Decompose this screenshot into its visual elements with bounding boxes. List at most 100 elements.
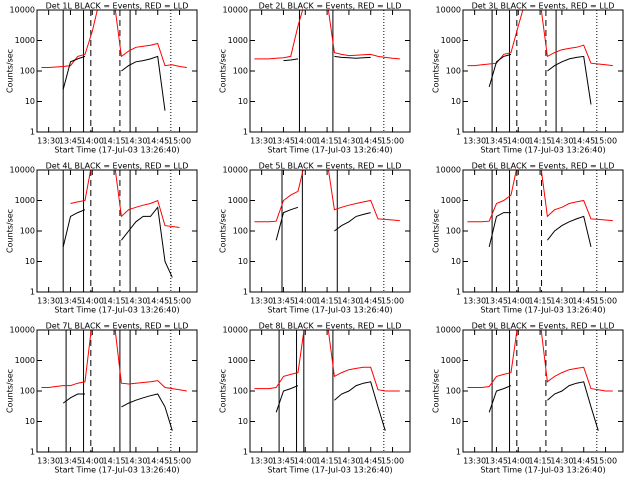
- y-tick-label: 10000: [436, 326, 461, 335]
- x-tick-label: 14:15: [103, 297, 126, 306]
- x-tick-label: 13:45: [272, 457, 295, 466]
- y-tick-label: 1: [456, 448, 461, 457]
- x-tick-label: 14:30: [124, 137, 147, 146]
- y-tick-label: 1: [30, 128, 35, 137]
- x-tick-label: 14:00: [507, 297, 530, 306]
- plot-frame: [249, 9, 411, 133]
- x-tick-label: 14:30: [550, 297, 573, 306]
- x-axis-label: Start Time (17-Jul-03 13:26:40): [54, 146, 179, 155]
- series-line: [275, 381, 386, 431]
- x-tick-label: 15:00: [168, 457, 191, 466]
- y-tick-label: 100: [20, 67, 35, 76]
- x-tick-label: 14:45: [359, 457, 382, 466]
- x-tick-label: 14:30: [337, 297, 360, 306]
- x-tick-label: 15:00: [381, 137, 404, 146]
- y-tick-label: 1: [243, 288, 248, 297]
- x-tick-label: 15:00: [168, 297, 191, 306]
- y-tick-label: 1000: [15, 196, 35, 205]
- x-tick-label: 14:45: [146, 137, 169, 146]
- x-tick-label: 13:45: [272, 137, 295, 146]
- x-tick-label: 13:30: [250, 457, 273, 466]
- plot-frame: [36, 169, 198, 293]
- x-tick-label: 14:45: [146, 457, 169, 466]
- x-tick-label: 13:45: [485, 137, 508, 146]
- x-tick-label: 13:30: [463, 297, 486, 306]
- x-tick-label: 14:30: [550, 137, 573, 146]
- x-axis-label: Start Time (17-Jul-03 13:26:40): [54, 466, 179, 475]
- panel: 1 10 100 1000 10000 13:3013:4514:0014:1514:30…: [219, 2, 411, 155]
- x-axis-label: Start Time (17-Jul-03 13:26:40): [480, 146, 605, 155]
- panel-title: Det 4L BLACK = Events, RED = LLD: [46, 162, 189, 171]
- x-tick-label: 13:30: [250, 297, 273, 306]
- x-tick-label: 14:00: [294, 297, 317, 306]
- y-tick-label: 100: [233, 227, 248, 236]
- plot-frame: [36, 9, 198, 133]
- y-tick-label: 10: [238, 257, 248, 266]
- x-tick-label: 13:30: [37, 297, 60, 306]
- x-tick-label: 15:00: [381, 297, 404, 306]
- y-axis-label: Counts/sec: [219, 209, 228, 253]
- panel-title: Det 3L BLACK = Events, RED = LLD: [472, 2, 615, 11]
- x-axis-label: Start Time (17-Jul-03 13:26:40): [267, 146, 392, 155]
- y-tick-label: 10: [451, 97, 461, 106]
- y-tick-label: 10: [25, 257, 35, 266]
- y-tick-label: 10000: [223, 326, 248, 335]
- x-tick-label: 14:00: [294, 457, 317, 466]
- plot-frame: [462, 169, 624, 293]
- x-tick-label: 14:00: [81, 137, 104, 146]
- x-tick-label: 14:15: [316, 457, 339, 466]
- y-tick-label: 10000: [223, 166, 248, 175]
- x-tick-label: 14:15: [529, 137, 552, 146]
- x-tick-label: 14:45: [359, 137, 382, 146]
- panel-title: Det 2L BLACK = Events, RED = LLD: [259, 2, 402, 11]
- y-tick-label: 100: [446, 67, 461, 76]
- series-line: [254, 10, 400, 60]
- y-tick-label: 10: [238, 417, 248, 426]
- y-tick-label: 100: [233, 387, 248, 396]
- x-tick-label: 14:30: [124, 297, 147, 306]
- x-axis-label: Start Time (17-Jul-03 13:26:40): [480, 466, 605, 475]
- y-tick-label: 1: [456, 128, 461, 137]
- y-tick-label: 10000: [10, 6, 35, 15]
- panel-title: Det 6L BLACK = Events, RED = LLD: [472, 162, 615, 171]
- y-tick-label: 1000: [441, 196, 461, 205]
- x-tick-label: 13:30: [463, 137, 486, 146]
- series-line: [254, 170, 400, 223]
- y-tick-label: 1000: [228, 36, 248, 45]
- series-line: [467, 330, 613, 392]
- x-tick-label: 14:00: [507, 457, 530, 466]
- y-tick-label: 10000: [10, 166, 35, 175]
- y-tick-label: 100: [446, 387, 461, 396]
- series-line: [488, 381, 599, 431]
- y-tick-label: 1000: [15, 36, 35, 45]
- x-tick-label: 14:45: [572, 137, 595, 146]
- y-axis-label: Counts/sec: [432, 209, 441, 253]
- x-tick-label: 13:30: [250, 137, 273, 146]
- panel-title: Det 7L BLACK = Events, RED = LLD: [46, 322, 189, 331]
- panel: 1 10 100 1000 10000 13:3013:4514:0014:1514:30…: [6, 162, 198, 315]
- x-tick-label: 13:30: [37, 137, 60, 146]
- x-tick-label: 14:45: [572, 457, 595, 466]
- y-tick-label: 1: [30, 288, 35, 297]
- panel-title: Det 5L BLACK = Events, RED = LLD: [259, 162, 402, 171]
- y-tick-label: 10: [25, 97, 35, 106]
- y-tick-label: 1: [243, 128, 248, 137]
- series-line: [467, 170, 613, 223]
- y-axis-label: Counts/sec: [432, 369, 441, 413]
- y-tick-label: 1000: [228, 356, 248, 365]
- x-tick-label: 15:00: [168, 137, 191, 146]
- y-axis-label: Counts/sec: [6, 369, 15, 413]
- y-tick-label: 10000: [223, 6, 248, 15]
- panel: 1 10 100 1000 10000 13:3013:4514:0014:1514:30…: [219, 162, 411, 315]
- x-tick-label: 14:15: [103, 457, 126, 466]
- y-tick-label: 10: [25, 417, 35, 426]
- x-tick-label: 13:30: [463, 457, 486, 466]
- x-tick-label: 14:00: [294, 137, 317, 146]
- y-tick-label: 100: [20, 387, 35, 396]
- plot-frame: [249, 329, 411, 453]
- y-axis-label: Counts/sec: [432, 49, 441, 93]
- y-tick-label: 10000: [436, 166, 461, 175]
- y-tick-label: 1000: [15, 356, 35, 365]
- series-line: [41, 10, 187, 68]
